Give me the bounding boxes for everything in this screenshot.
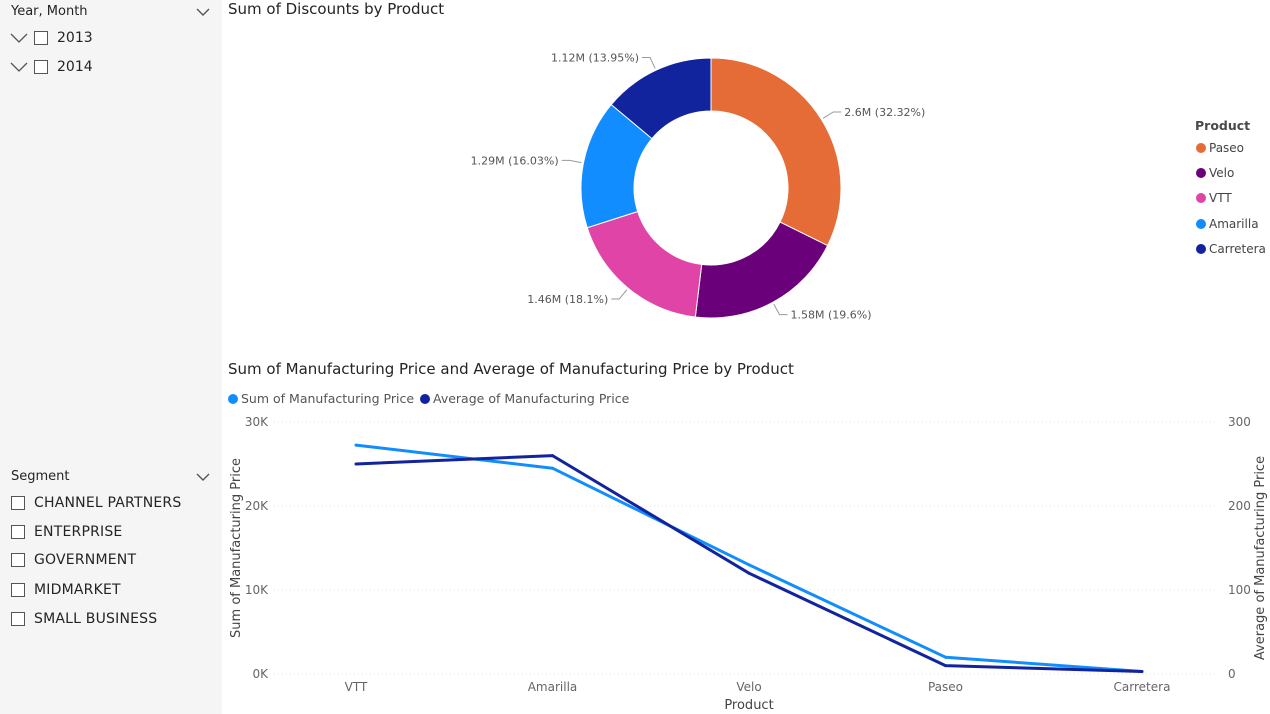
checkbox[interactable] [11,612,25,626]
legend-label: Carretera [1209,242,1266,256]
legend-dot-icon [1196,143,1206,153]
year-month-slicer-header: Year, Month [11,4,88,19]
expand-chevron-icon[interactable] [10,61,28,73]
donut-leader-line [561,159,582,164]
x-tick-label: VTT [345,680,368,694]
y2-tick-label: 0 [1228,667,1236,681]
legend-dot-icon [1196,193,1206,203]
legend-dot-icon [1196,244,1206,254]
legend-label: VTT [1209,191,1232,205]
y2-tick-label: 200 [1228,499,1251,513]
y2-axis-title: Average of Manufacturing Price [1253,456,1268,660]
segment-item-label: SMALL BUSINESS [34,611,158,627]
chevron-down-icon[interactable] [196,7,210,17]
series-line-sum[interactable] [355,443,1143,673]
data-point[interactable] [747,563,751,567]
y-tick-label: 10K [245,583,269,597]
legend-item-sum[interactable]: Sum of Manufacturing Price [228,391,414,406]
data-point[interactable] [551,466,554,470]
donut-chart: 2.6M (32.32%) 1.58M (19.6%) 1.46M (18.1%) 1… [471,52,926,322]
data-point[interactable] [551,454,554,458]
donut-data-label: 1.58M (19.6%) [790,309,871,322]
checkbox[interactable] [11,553,25,567]
legend-item-carretera[interactable]: Carretera [1196,241,1266,257]
donut-chart-title: Sum of Discounts by Product [228,0,445,18]
y-tick-label: 30K [245,415,269,429]
slicer-panel: Year, Month 2013 2014 Segment CHANNEL PA… [0,0,222,714]
segment-item-label: GOVERNMENT [34,552,137,568]
data-point[interactable] [944,664,947,668]
segment-item-government[interactable]: GOVERNMENT [11,549,136,571]
slicer-item-label: 2014 [57,59,93,75]
slicer-item-label: 2013 [57,30,93,46]
data-point[interactable] [354,462,358,466]
slicer-item-2013[interactable]: 2013 [10,27,93,49]
segment-item-midmarket[interactable]: MIDMARKET [11,579,121,601]
line-chart-title: Sum of Manufacturing Price and Average o… [228,360,794,378]
legend-dot-icon [228,393,238,404]
legend-item-velo[interactable]: Velo [1196,165,1234,181]
chevron-down-icon[interactable] [196,472,210,482]
donut-data-label: 2.6M (32.32%) [844,106,925,119]
legend-item-vtt[interactable]: VTT [1196,190,1232,206]
line-chart: 0K 0 10K 100 20K 200 30K 300 VTT Amarilla Velo Pase… [229,415,1268,713]
donut-slice-carretera[interactable] [610,57,712,140]
data-point[interactable] [1140,669,1144,673]
segment-item-small-business[interactable]: SMALL BUSINESS [11,608,157,630]
legend-label: Amarilla [1209,217,1259,231]
x-axis-title: Product [724,698,773,713]
y2-tick-label: 100 [1228,583,1251,597]
donut-slice-paseo[interactable] [710,57,842,247]
donut-legend-title: Product [1195,118,1251,133]
legend-item-average[interactable]: Average of Manufacturing Price [420,391,629,406]
segment-item-label: ENTERPRISE [34,524,123,540]
segment-item-channel-partners[interactable]: CHANNEL PARTNERS [11,492,181,514]
legend-dot-icon [420,393,431,404]
y2-tick-label: 300 [1228,415,1251,429]
donut-data-label: 1.29M (16.03%) [471,154,559,167]
segment-item-label: MIDMARKET [34,582,121,598]
x-tick-label: Paseo [928,680,963,694]
expand-chevron-icon[interactable] [10,32,28,44]
y-tick-label: 0K [252,667,269,681]
line-chart-legend: Sum of Manufacturing Price Average of Ma… [228,391,635,406]
checkbox[interactable] [11,583,25,597]
legend-dot-icon [1196,168,1206,178]
legend-item-amarilla[interactable]: Amarilla [1196,216,1259,232]
y-tick-label: 20K [245,499,269,513]
donut-data-label: 1.12M (13.95%) [551,52,639,65]
data-point[interactable] [944,655,947,659]
donut-leader-line [822,111,842,119]
checkbox[interactable] [34,60,48,74]
segment-item-enterprise[interactable]: ENTERPRISE [11,521,122,543]
donut-leader-line [642,57,656,69]
donut-slice-velo[interactable] [694,221,829,319]
legend-label: Sum of Manufacturing Price [241,391,415,406]
segment-item-label: CHANNEL PARTNERS [34,495,182,511]
x-tick-label: Amarilla [528,680,578,694]
slicer-item-2014[interactable]: 2014 [10,56,93,78]
donut-data-label: 1.46M (18.1%) [527,293,608,306]
legend-label: Paseo [1209,141,1245,155]
checkbox[interactable] [11,496,25,510]
legend-label: Average of Manufacturing Price [433,391,630,406]
legend-dot-icon [1196,219,1206,229]
data-point[interactable] [354,443,358,447]
checkbox[interactable] [34,31,48,45]
legend-label: Velo [1209,166,1235,180]
segment-slicer-header: Segment [11,469,70,484]
y-axis-title: Sum of Manufacturing Price [229,458,244,638]
data-point[interactable] [747,571,751,575]
legend-item-paseo[interactable]: Paseo [1196,140,1244,156]
donut-leader-line [611,289,628,300]
x-tick-label: Carretera [1114,680,1171,694]
checkbox[interactable] [11,525,25,539]
x-tick-label: Velo [736,680,761,694]
donut-leader-line [773,303,788,316]
